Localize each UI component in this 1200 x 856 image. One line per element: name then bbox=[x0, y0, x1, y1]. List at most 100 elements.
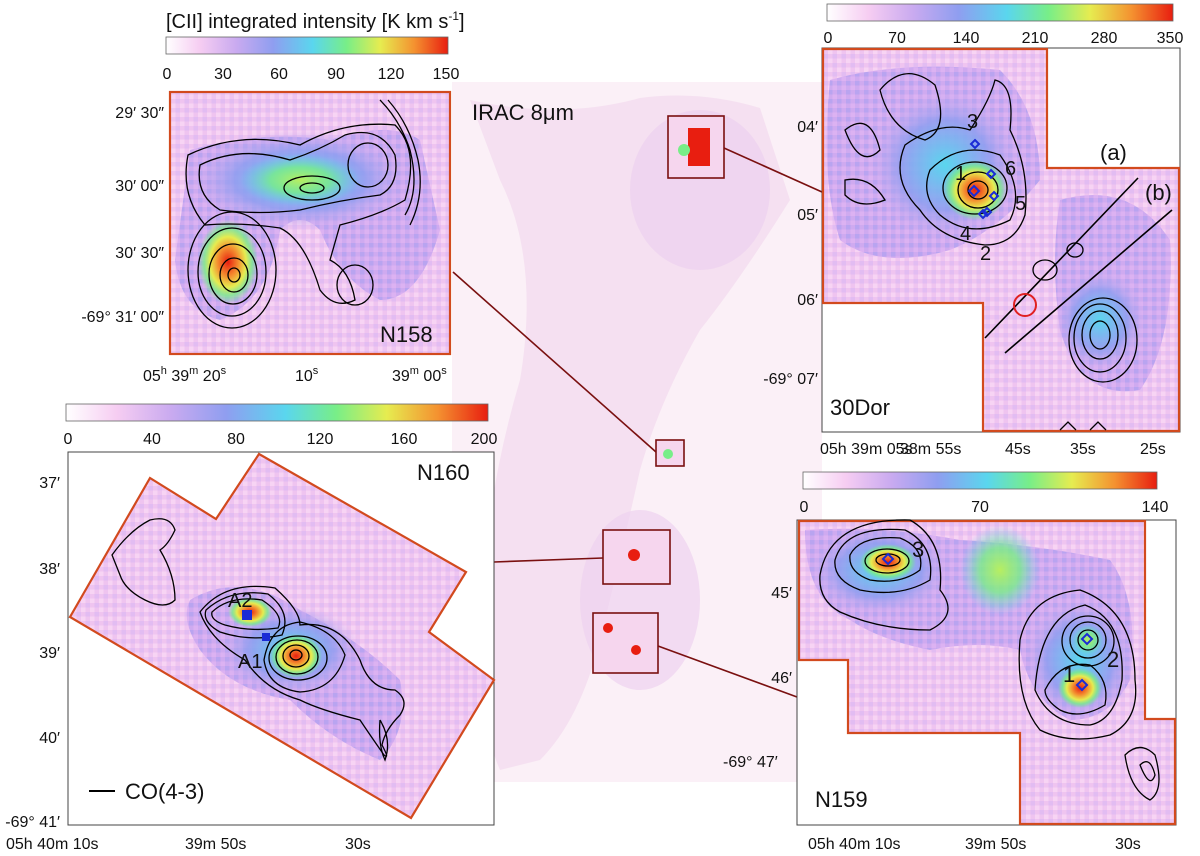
dor30-x-tick-0: 05h 39m 05s bbox=[820, 441, 913, 458]
dor30-cut-label-a: (a) bbox=[1100, 140, 1127, 165]
n160-legend: CO(4-3) bbox=[125, 779, 204, 804]
dor30-marker-1 bbox=[967, 184, 981, 198]
dor30-name: 30Dor bbox=[830, 395, 890, 420]
irac-hot-n159a bbox=[603, 623, 613, 633]
n159-x-tick-1: 39m 50s bbox=[965, 836, 1026, 853]
n160-cb-tick-3: 120 bbox=[307, 431, 334, 448]
n158-y-ticks: 29′ 30″ 30′ 00″ 30′ 30″ -69° 31′ 00″ bbox=[81, 105, 164, 326]
dor30-y-tick-0: 04′ bbox=[797, 119, 818, 136]
dor30-cb-tick-4: 280 bbox=[1091, 30, 1118, 47]
dor30-marker-6 bbox=[985, 168, 997, 180]
n158-cb-tick-0: 0 bbox=[163, 66, 172, 83]
irac-hot-30dor bbox=[688, 128, 710, 166]
n159-panel: 0 70 140 bbox=[771, 471, 1177, 853]
dor30-marker-3 bbox=[969, 138, 981, 150]
irac-dec-tick: -69° 47′ bbox=[723, 754, 778, 771]
n159-x-tick-0: 05h 40m 10s bbox=[808, 836, 901, 853]
n159-y-tick-1: 46′ bbox=[771, 670, 792, 687]
n160-marker-a1 bbox=[262, 633, 270, 641]
n160-cb-tick-2: 80 bbox=[227, 431, 245, 448]
dor30-markers bbox=[967, 138, 1000, 220]
n160-x-tick-2: 30s bbox=[345, 836, 371, 853]
dor30-src-1: 1 bbox=[955, 163, 966, 185]
n160-x-tick-0: 05h 40m 10s bbox=[6, 836, 99, 853]
n159-x-ticks: 05h 40m 10s 39m 50s 30s bbox=[808, 836, 1141, 853]
irac-hot-n160 bbox=[628, 549, 640, 561]
dor30-x-tick-3: 35s bbox=[1070, 441, 1096, 458]
dor30-x-ticks: 05h 39m 05s 38m 55s 45s 35s 25s bbox=[820, 441, 1166, 458]
n160-y-tick-1: 38′ bbox=[39, 561, 60, 578]
n158-y-tick-0: 29′ 30″ bbox=[115, 105, 164, 122]
n158-y-tick-1: 30′ 00″ bbox=[115, 178, 164, 195]
n159-x-tick-2: 30s bbox=[1115, 836, 1141, 853]
n159-cb-tick-1: 70 bbox=[971, 499, 989, 516]
n158-x-tick-1: 10s bbox=[295, 365, 319, 385]
n159-src-2: 2 bbox=[1107, 647, 1119, 672]
n160-contours bbox=[111, 518, 405, 762]
dor30-x-tick-1: 38m 55s bbox=[900, 441, 961, 458]
connector-n159 bbox=[657, 645, 798, 698]
dor30-y-ticks: 04′ 05′ 06′ -69° 07′ bbox=[763, 119, 818, 388]
dor30-cyan-2 bbox=[1055, 270, 1145, 370]
dor30-cut-b bbox=[1004, 209, 1173, 354]
dor30-x-tick-2: 45s bbox=[1005, 441, 1031, 458]
dor30-panel: 0 70 140 210 280 350 bbox=[763, 3, 1184, 458]
n160-x-tick-1: 39m 50s bbox=[185, 836, 246, 853]
n159-contours bbox=[819, 519, 1160, 801]
n158-cb-tick-4: 120 bbox=[378, 66, 405, 83]
dor30-colorbar bbox=[826, 3, 1174, 22]
n158-cb-tick-2: 60 bbox=[270, 66, 288, 83]
n160-name: N160 bbox=[417, 460, 470, 485]
dor30-marker-4 bbox=[977, 208, 989, 220]
dor30-x-tick-4: 25s bbox=[1140, 441, 1166, 458]
n159-colorbar-ticks: 0 70 140 bbox=[800, 499, 1169, 516]
n158-frame bbox=[168, 90, 452, 356]
n159-name: N159 bbox=[815, 787, 868, 812]
dor30-marker-5 bbox=[988, 190, 1000, 202]
irac-nebula-2 bbox=[630, 110, 770, 270]
n158-name: N158 bbox=[380, 322, 433, 347]
connector-30dor bbox=[723, 147, 823, 193]
n160-y-tick-3: 40′ bbox=[39, 730, 60, 747]
dor30-source-labels: 1 2 3 4 5 6 bbox=[955, 111, 1026, 265]
dor30-src-6: 6 bbox=[1005, 158, 1016, 180]
n159-marker-2 bbox=[1080, 632, 1094, 646]
irac-panel: IRAC 8μm -69° 47′ bbox=[452, 82, 823, 782]
connector-n158 bbox=[452, 271, 657, 453]
n159-cb-tick-2: 140 bbox=[1142, 499, 1169, 516]
n160-colorbar bbox=[65, 403, 489, 422]
n160-cb-tick-4: 160 bbox=[391, 431, 418, 448]
n160-src-a2: A2 bbox=[228, 590, 252, 612]
dor30-contours bbox=[844, 72, 1138, 431]
irac-label: IRAC 8μm bbox=[472, 100, 574, 125]
irac-hot-n158 bbox=[663, 449, 673, 459]
n160-cb-tick-0: 0 bbox=[64, 431, 73, 448]
n159-marker-1 bbox=[1075, 678, 1089, 692]
dor30-cb-tick-5: 350 bbox=[1157, 30, 1184, 47]
n158-x-ticks: 05h 39m 20s 10s 39m 00s bbox=[143, 365, 447, 385]
n160-y-tick-0: 37′ bbox=[39, 475, 60, 492]
irac-hot-30dor-b bbox=[678, 144, 690, 156]
n159-markers bbox=[881, 552, 1094, 692]
dor30-src-5: 5 bbox=[1015, 193, 1026, 215]
dor30-cyan bbox=[870, 90, 1020, 240]
n160-src-a1: A1 bbox=[238, 651, 262, 673]
dor30-src-3: 3 bbox=[967, 111, 978, 133]
dor30-reference-circle bbox=[1013, 293, 1037, 317]
dor30-cb-tick-2: 140 bbox=[953, 30, 980, 47]
dor30-frame bbox=[821, 47, 1181, 433]
n158-y-tick-2: 30′ 30″ bbox=[115, 245, 164, 262]
dor30-src-2: 2 bbox=[980, 243, 991, 265]
n159-cyan-2 bbox=[1025, 600, 1135, 720]
n158-cb-tick-1: 30 bbox=[214, 66, 232, 83]
irac-box-n159 bbox=[592, 612, 659, 674]
n158-colorbar-title: [CII] integrated intensity [K km s-1] bbox=[166, 9, 465, 33]
n160-colorbar-ticks: 0 40 80 120 160 200 bbox=[64, 431, 498, 448]
n158-cb-tick-3: 90 bbox=[327, 66, 345, 83]
n159-y-tick-0: 45′ bbox=[771, 585, 792, 602]
n160-frame bbox=[68, 452, 496, 820]
n158-contours bbox=[185, 99, 421, 329]
n159-peak-2 bbox=[1072, 624, 1104, 656]
n160-y-tick-2: 39′ bbox=[39, 645, 60, 662]
